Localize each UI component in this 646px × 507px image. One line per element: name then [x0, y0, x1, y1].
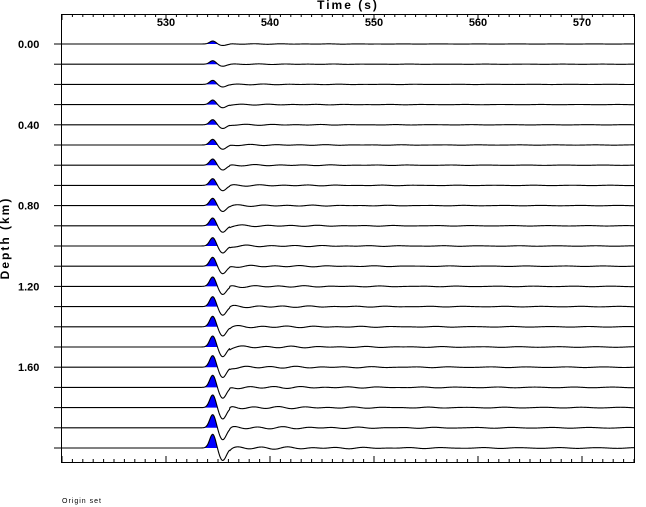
trace-group — [62, 40, 635, 461]
y-axis-title: Depth (km) — [0, 197, 12, 280]
trace-line — [62, 178, 635, 192]
trace-line — [62, 79, 635, 88]
plot-frame — [61, 14, 635, 463]
trace-line — [62, 197, 635, 213]
trace-line — [62, 99, 634, 109]
x-tick-label: 550 — [365, 17, 383, 29]
y-tick-label: 1.20 — [18, 281, 39, 293]
trace-line — [62, 394, 635, 420]
trace-line — [62, 433, 635, 461]
trace-line — [62, 158, 635, 171]
trace-line — [62, 138, 635, 150]
trace-line — [62, 119, 635, 130]
x-tick-label: 540 — [261, 17, 279, 29]
x-tick-label: 560 — [469, 17, 487, 29]
trace-line — [62, 315, 635, 337]
trace-line — [62, 217, 635, 233]
x-axis-title: Time (s) — [317, 0, 379, 12]
footnote: Origin set — [62, 498, 102, 505]
y-tick-label: 1.60 — [18, 362, 39, 374]
y-tick-label: 0.00 — [18, 39, 39, 51]
x-tick-label: 530 — [157, 17, 175, 29]
trace-line — [62, 276, 634, 295]
trace-line — [62, 335, 635, 358]
x-tick-label: 570 — [573, 17, 591, 29]
trace-line — [62, 296, 635, 316]
trace-line — [62, 256, 635, 275]
trace-line — [62, 374, 635, 399]
y-axis: 0.00 0.40 0.80 1.20 1.60 — [18, 39, 62, 449]
trace-line — [62, 60, 635, 67]
x-axis: 530 540 550 560 570 — [61, 14, 635, 462]
trace-line — [62, 237, 634, 254]
trace-line — [62, 40, 635, 47]
y-tick-label: 0.40 — [18, 120, 39, 132]
y-tick-label: 0.80 — [18, 201, 39, 213]
trace-line — [62, 355, 635, 378]
trace-line — [62, 414, 635, 441]
